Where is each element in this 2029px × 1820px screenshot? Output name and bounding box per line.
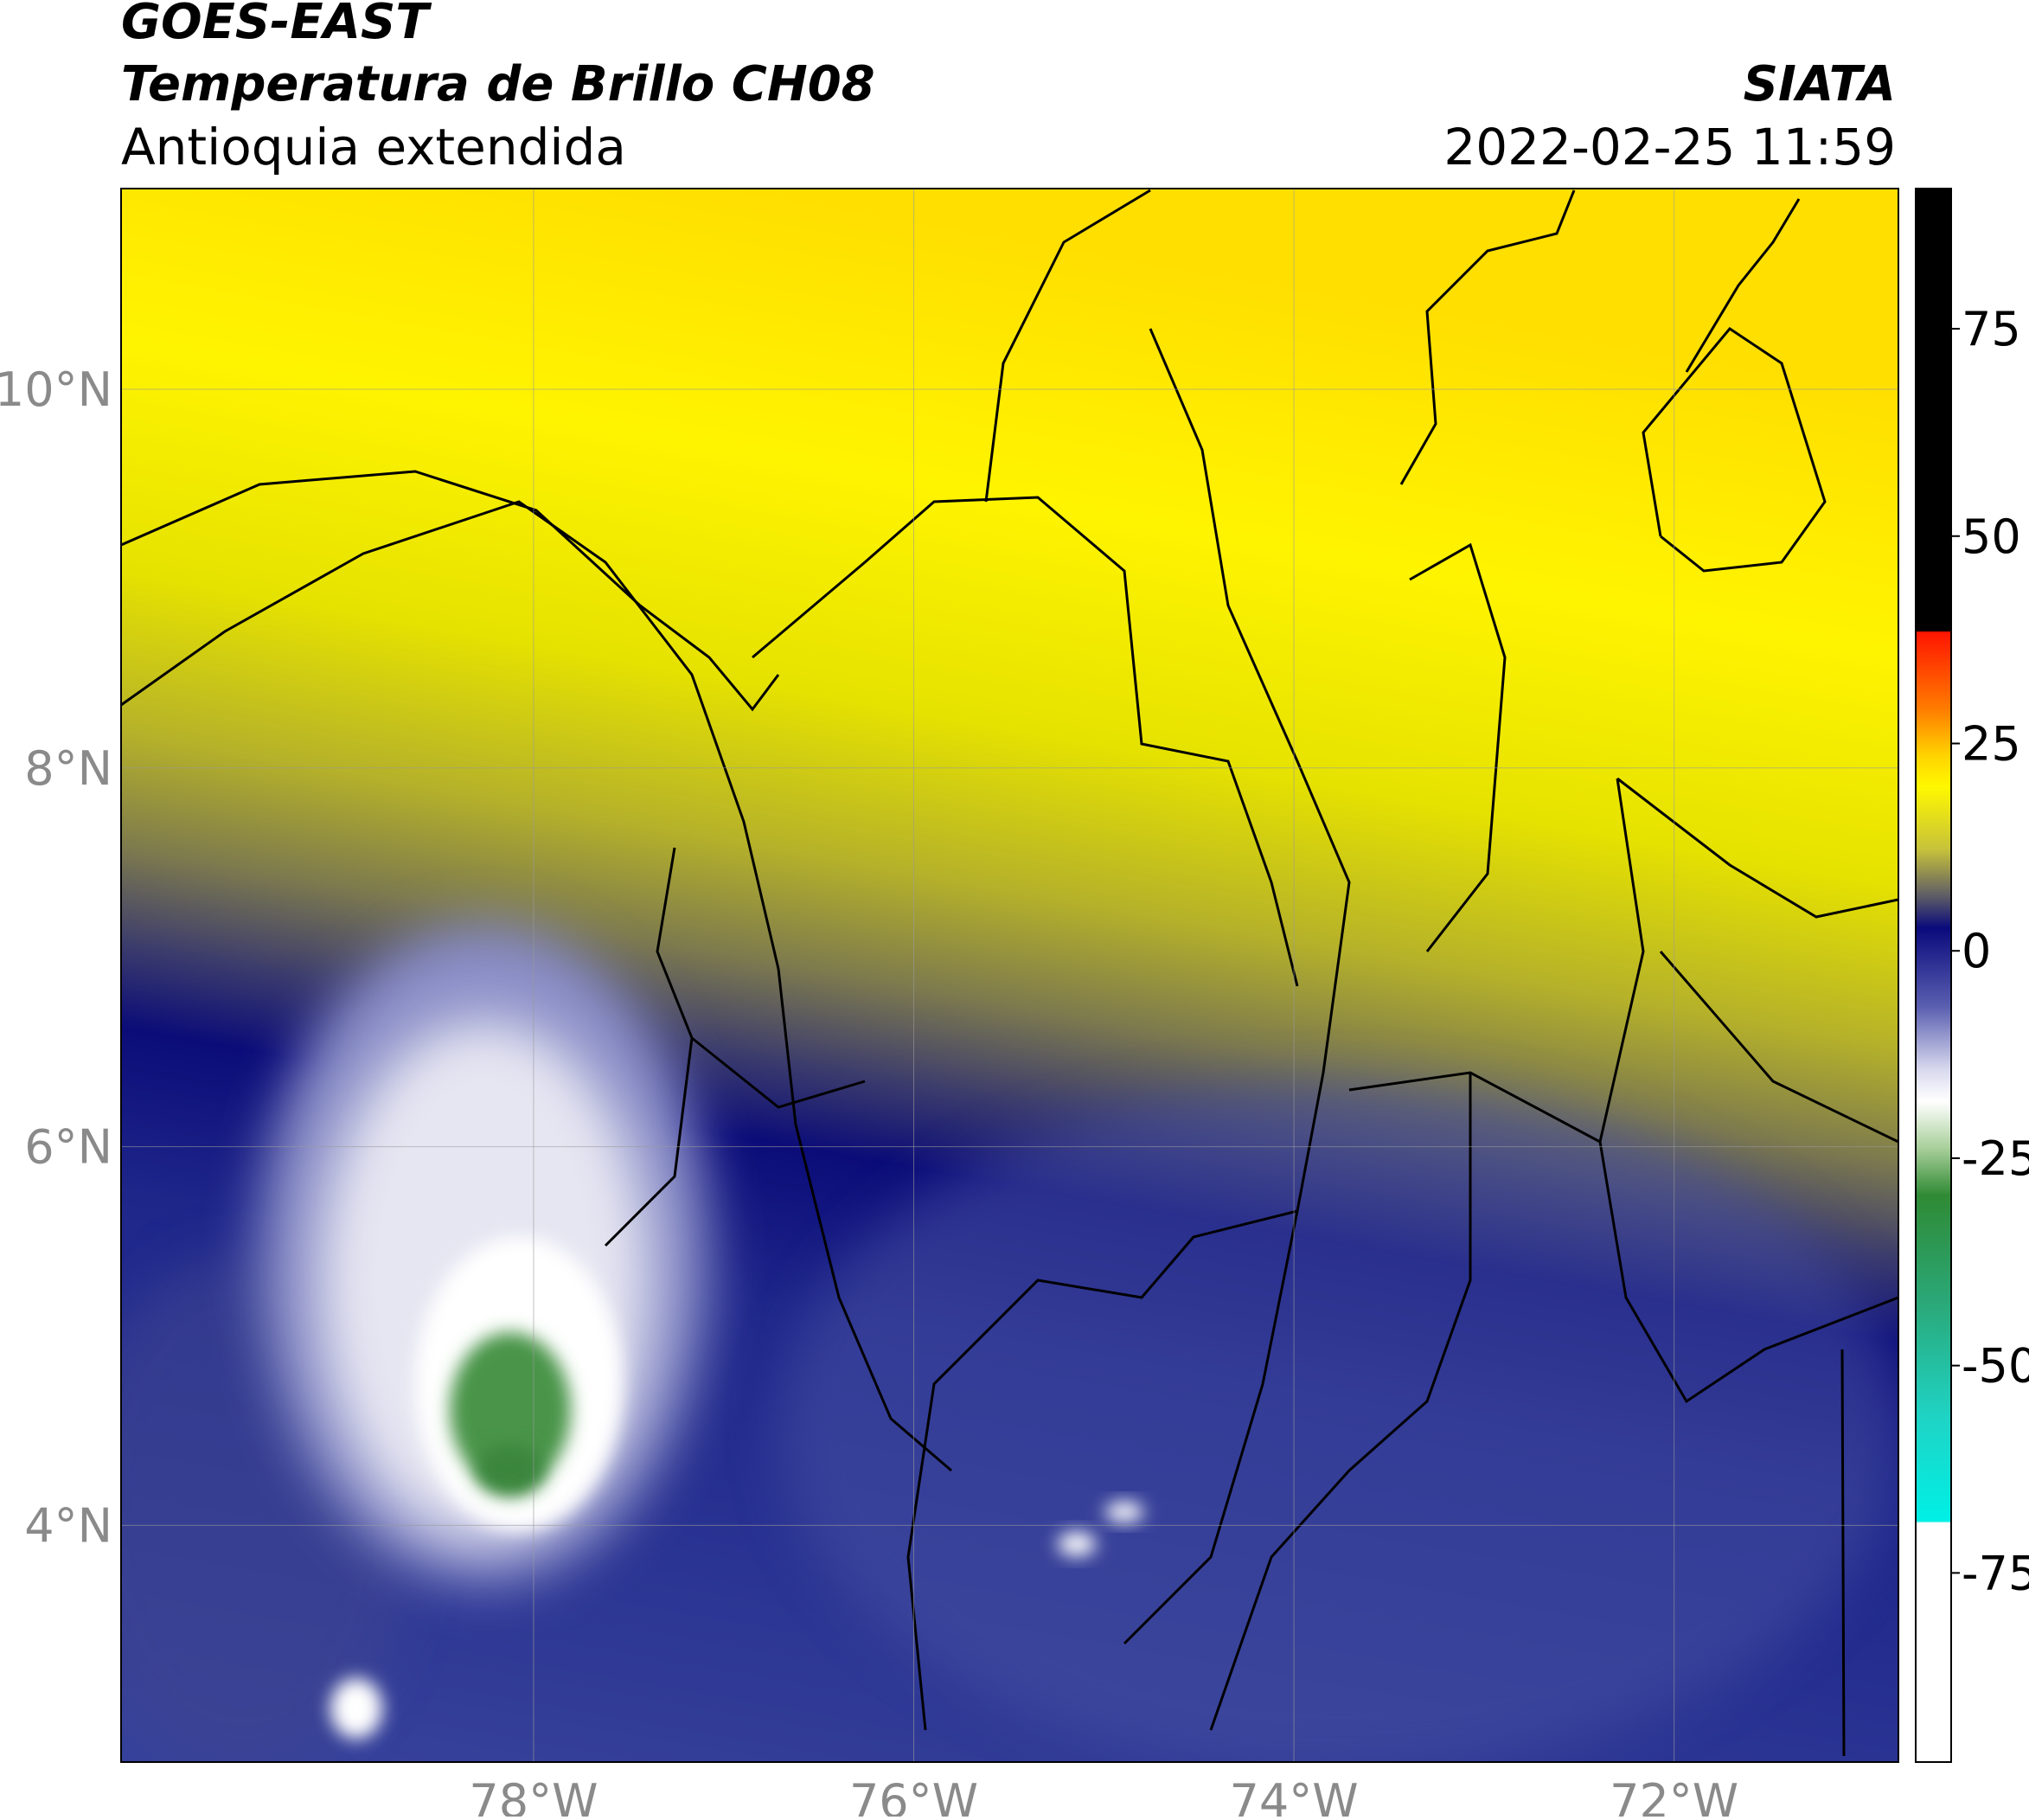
grid: 10°N 8°N 6°N 4°N 78°W 76°W 74°W 72°W xyxy=(0,189,1898,1820)
lat-tick-label: 10°N xyxy=(0,362,112,417)
lat-tick-label: 8°N xyxy=(24,741,112,796)
colorbar-tick-label: -50 xyxy=(1962,1339,2029,1394)
lon-tick-label: 76°W xyxy=(849,1774,978,1817)
colorbar xyxy=(1915,188,1952,1763)
product: Temperatura de Brillo CH08 xyxy=(121,56,875,112)
region: Antioquia extendida xyxy=(121,118,626,176)
borders xyxy=(121,189,1898,1757)
lon-tick-label: 74°W xyxy=(1230,1774,1359,1817)
agency: SIATA xyxy=(1744,56,1896,112)
colorbar-tick-label: 75 xyxy=(1962,302,2021,356)
colorbar-tick-label: 25 xyxy=(1962,716,2021,771)
lat-tick-label: 6°N xyxy=(24,1120,112,1175)
lon-tick-label: 72°W xyxy=(1610,1774,1738,1817)
colorbar-tick-label: -25 xyxy=(1962,1131,2029,1186)
lat-tick-label: 4°N xyxy=(24,1498,112,1553)
colorbar-tick-label: 0 xyxy=(1962,924,1991,978)
colorbar-tick-label: -75 xyxy=(1962,1546,2029,1600)
map-frame xyxy=(120,188,1899,1763)
datetime: 2022-02-25 11:59 xyxy=(1443,118,1896,176)
map-image xyxy=(121,189,1898,1762)
colorbar-tick-label: 50 xyxy=(1962,509,2021,564)
header: GOES-EAST Temperatura de Brillo CH08 Ant… xyxy=(121,0,1896,176)
colorbar-ticks: 75 50 25 0 -25 -50 -75 xyxy=(1951,302,2029,1600)
lon-tick-label: 78°W xyxy=(469,1774,598,1817)
satellite: GOES-EAST xyxy=(121,0,432,50)
